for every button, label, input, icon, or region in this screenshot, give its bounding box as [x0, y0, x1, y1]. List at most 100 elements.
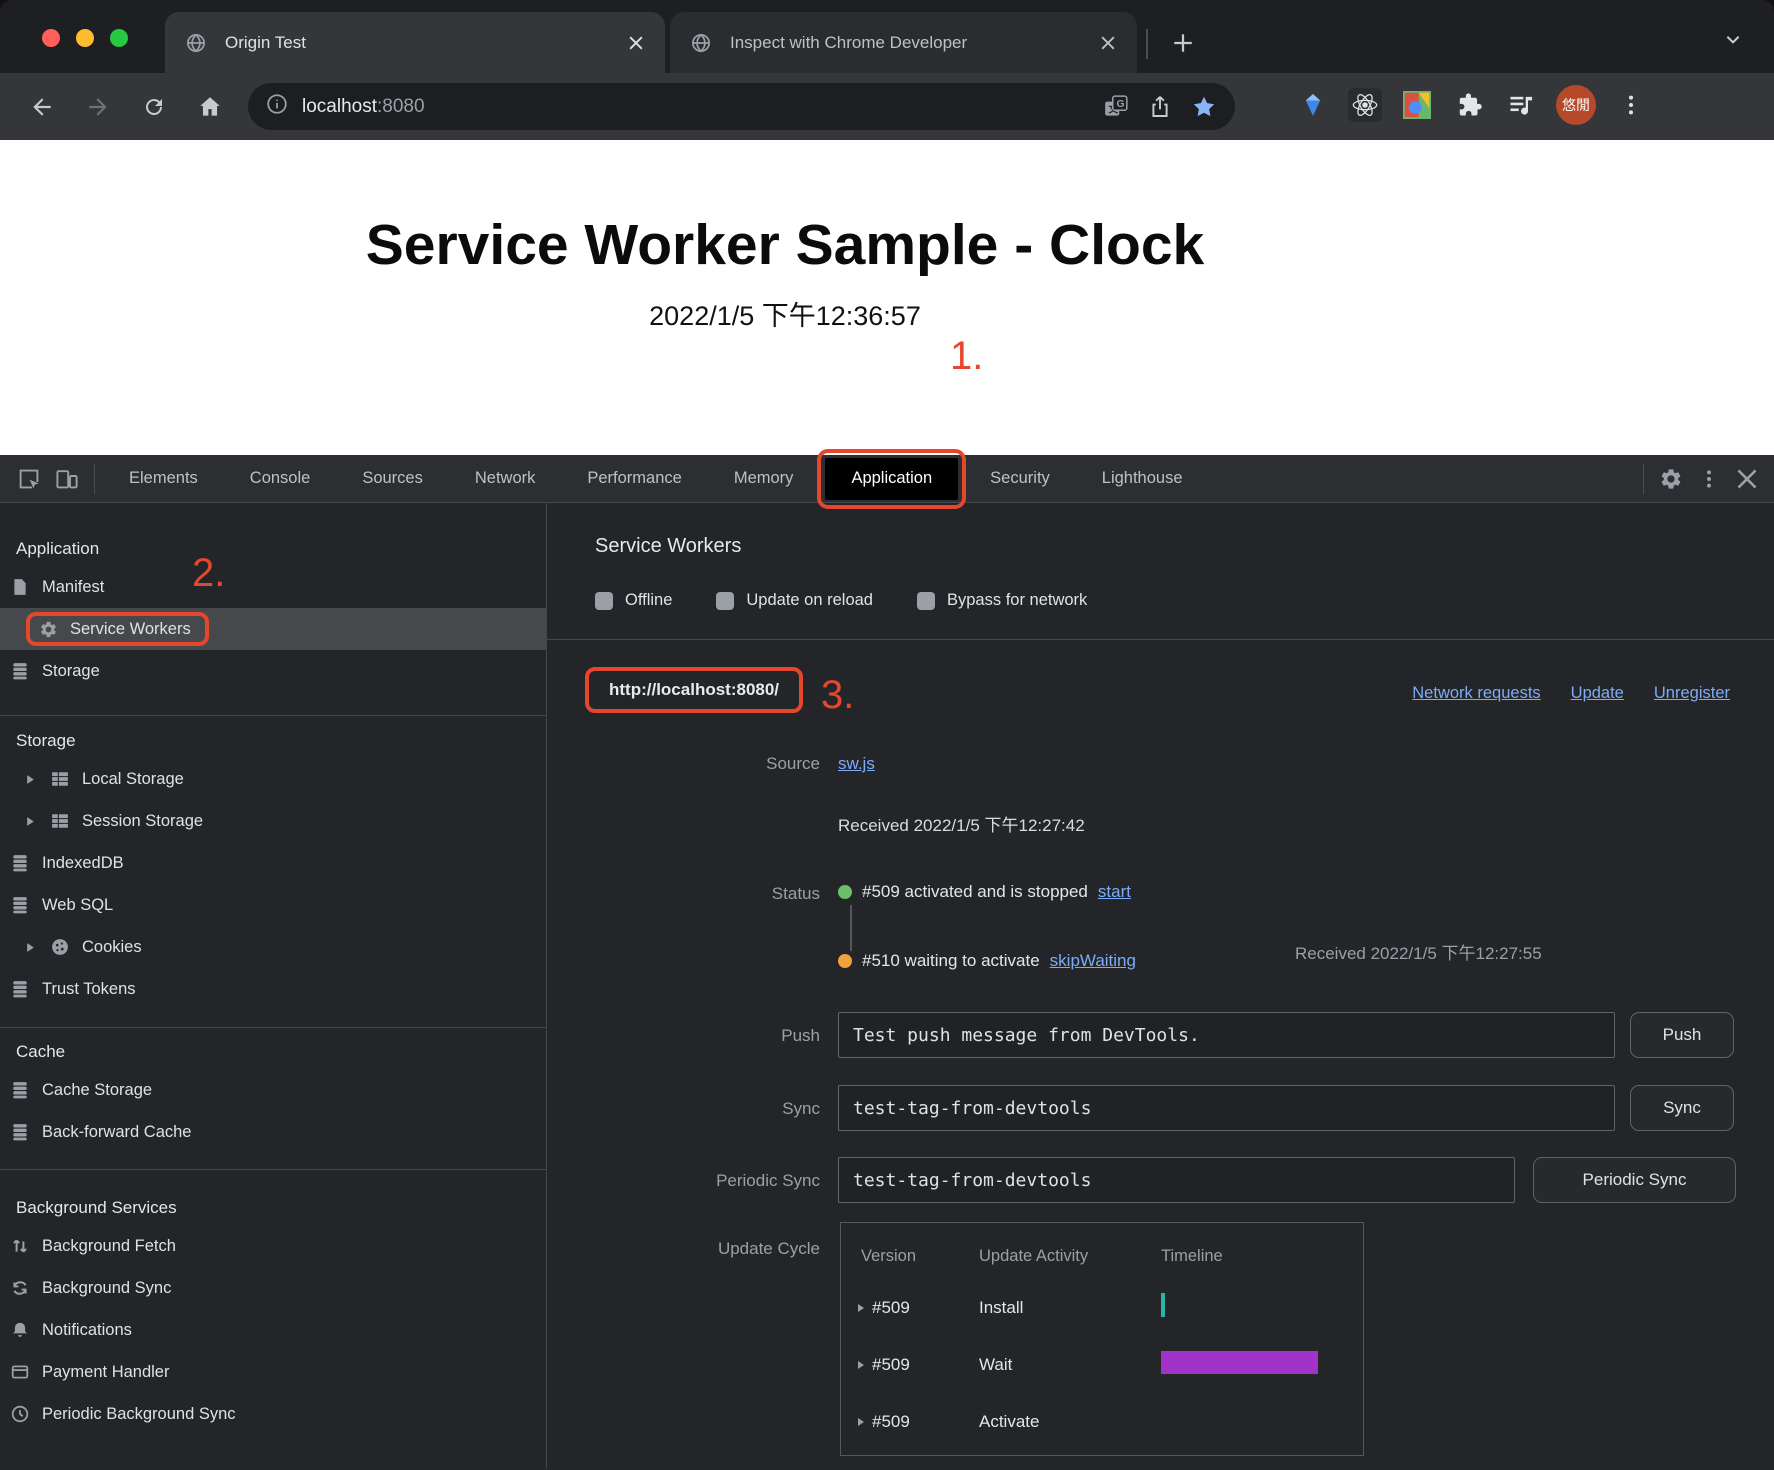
inspect-element-icon[interactable] [10, 462, 48, 496]
version-cell[interactable]: #509 [872, 1412, 910, 1431]
sync-label: Sync [782, 1099, 820, 1118]
minimize-window-button[interactable] [76, 29, 94, 47]
database-icon [10, 661, 30, 681]
version-cell[interactable]: #509 [872, 1355, 910, 1374]
sidebar-item-trust-tokens[interactable]: Trust Tokens [0, 968, 546, 1010]
photos-extension-icon[interactable] [1400, 88, 1434, 122]
browser-tab-inspect[interactable]: Inspect with Chrome Developer [670, 12, 1137, 73]
devtools-tab-lighthouse[interactable]: Lighthouse [1101, 469, 1183, 487]
tab-close-icon[interactable] [1095, 30, 1121, 56]
sidebar-item-local-storage[interactable]: Local Storage [0, 758, 546, 800]
update-link[interactable]: Update [1570, 684, 1624, 702]
sidebar-item-storage[interactable]: Storage [0, 650, 546, 692]
start-link[interactable]: start [1097, 882, 1131, 901]
column-header-update-activity: Update Activity [979, 1247, 1089, 1265]
devtools-tab-memory[interactable]: Memory [733, 469, 794, 487]
bypass-for-network-checkbox[interactable]: Bypass for network [917, 591, 1087, 610]
column-header-version: Version [861, 1247, 917, 1265]
sidebar-item-background-sync[interactable]: Background Sync [0, 1267, 546, 1309]
devtools-tab-elements[interactable]: Elements [129, 469, 198, 487]
sync-tag-input[interactable] [838, 1085, 1615, 1131]
chevron-right-icon[interactable] [26, 774, 40, 785]
devtools-tab-performance[interactable]: Performance [587, 469, 682, 487]
checkbox-icon[interactable] [917, 591, 935, 610]
url-text[interactable]: localhost:8080 [302, 95, 425, 117]
share-icon[interactable] [1145, 92, 1175, 122]
sidebar-item-notifications[interactable]: Notifications [0, 1309, 546, 1351]
chevron-right-icon[interactable] [26, 816, 40, 827]
devtools-tab-network[interactable]: Network [474, 469, 536, 487]
browser-tab-origin-test[interactable]: Origin Test [165, 12, 665, 73]
home-icon[interactable] [194, 91, 226, 123]
close-window-button[interactable] [42, 29, 60, 47]
checkbox-icon[interactable] [716, 591, 735, 610]
waiting-received-text: Received 2022/1/5 下午12:27:55 [1295, 944, 1542, 963]
update-on-reload-checkbox[interactable]: Update on reload [716, 591, 873, 610]
devtools-menu-icon[interactable] [1690, 462, 1728, 496]
unregister-link[interactable]: Unregister [1653, 684, 1730, 702]
chevron-right-icon[interactable] [857, 1360, 867, 1370]
sidebar-item-indexeddb[interactable]: IndexedDB [0, 842, 546, 884]
browser-menu-icon[interactable] [1614, 88, 1648, 122]
chevron-right-icon[interactable] [26, 942, 40, 953]
periodic-sync-tag-input[interactable] [838, 1157, 1515, 1203]
column-header-timeline: Timeline [1161, 1247, 1223, 1265]
skipwaiting-link[interactable]: skipWaiting [1049, 951, 1136, 970]
devtools-tab-application[interactable]: Application [817, 448, 966, 509]
devtools-tab-security[interactable]: Security [990, 469, 1050, 487]
sync-button[interactable]: Sync [1630, 1085, 1734, 1131]
globe-favicon-icon [686, 28, 716, 58]
tab-close-icon[interactable] [623, 30, 649, 56]
offline-checkbox[interactable]: Offline [595, 591, 672, 610]
profile-avatar[interactable]: 悠閒 [1556, 85, 1596, 125]
traffic-lights [42, 29, 128, 47]
sidebar-item-payment-handler[interactable]: Payment Handler [0, 1351, 546, 1393]
devtools-close-icon[interactable] [1728, 462, 1766, 496]
devtools-tab-sources[interactable]: Sources [362, 469, 423, 487]
push-message-input[interactable] [838, 1012, 1615, 1058]
sidebar-item-session-storage[interactable]: Session Storage [0, 800, 546, 842]
forward-icon[interactable] [82, 91, 114, 123]
sidebar-item-periodic-background-sync[interactable]: Periodic Background Sync [0, 1393, 546, 1435]
zoom-window-button[interactable] [110, 29, 128, 47]
new-tab-button[interactable] [1166, 26, 1200, 60]
checkbox-icon[interactable] [595, 591, 613, 610]
search-tabs-chevron-icon[interactable] [1724, 30, 1742, 53]
sidebar-item-background-fetch[interactable]: Background Fetch [0, 1225, 546, 1267]
version-cell[interactable]: #509 [872, 1298, 910, 1317]
cookie-icon [50, 937, 70, 957]
sync-arrows-icon [10, 1278, 30, 1298]
database-icon [10, 895, 30, 915]
sidebar-item-manifest[interactable]: Manifest [0, 566, 546, 608]
sidebar-item-service-workers[interactable]: Service Workers [0, 608, 546, 650]
devtools-settings-gear-icon[interactable] [1652, 462, 1690, 496]
gem-extension-icon[interactable] [1296, 88, 1330, 122]
back-icon[interactable] [26, 91, 58, 123]
sidebar-item-back-forward-cache[interactable]: Back-forward Cache [0, 1111, 546, 1153]
devtools-tab-console[interactable]: Console [249, 469, 311, 487]
reload-icon[interactable] [138, 91, 170, 123]
chevron-right-icon[interactable] [857, 1303, 867, 1313]
sidebar-item-web-sql[interactable]: Web SQL [0, 884, 546, 926]
toolbar-divider [94, 463, 95, 494]
push-button[interactable]: Push [1630, 1012, 1734, 1058]
device-toolbar-icon[interactable] [48, 462, 86, 496]
site-info-icon[interactable] [266, 93, 288, 120]
extensions-puzzle-icon[interactable] [1452, 88, 1486, 122]
service-workers-panel: Service Workers Offline Update on reload [547, 503, 1774, 1469]
translate-icon[interactable]: 文G [1101, 92, 1131, 122]
playlist-extension-icon[interactable] [1504, 88, 1538, 122]
chevron-right-icon[interactable] [857, 1417, 867, 1427]
sidebar-item-cookies[interactable]: Cookies [0, 926, 546, 968]
source-file-link[interactable]: sw.js [838, 754, 875, 773]
react-devtools-icon[interactable] [1348, 88, 1382, 122]
browser-toolbar: localhost:8080 文G [0, 73, 1774, 140]
network-requests-link[interactable]: Network requests [1412, 684, 1541, 702]
annotation-box-service-workers: Service Workers [26, 612, 209, 646]
sidebar-item-cache-storage[interactable]: Cache Storage [0, 1069, 546, 1111]
application-sidebar: 2. Application Manifest [0, 503, 547, 1469]
bookmark-star-icon[interactable] [1189, 92, 1219, 122]
address-bar[interactable]: localhost:8080 文G [248, 83, 1235, 130]
tab-strip: Origin Test Inspect with Chrome Develope… [0, 0, 1774, 73]
periodic-sync-button[interactable]: Periodic Sync [1533, 1157, 1736, 1203]
